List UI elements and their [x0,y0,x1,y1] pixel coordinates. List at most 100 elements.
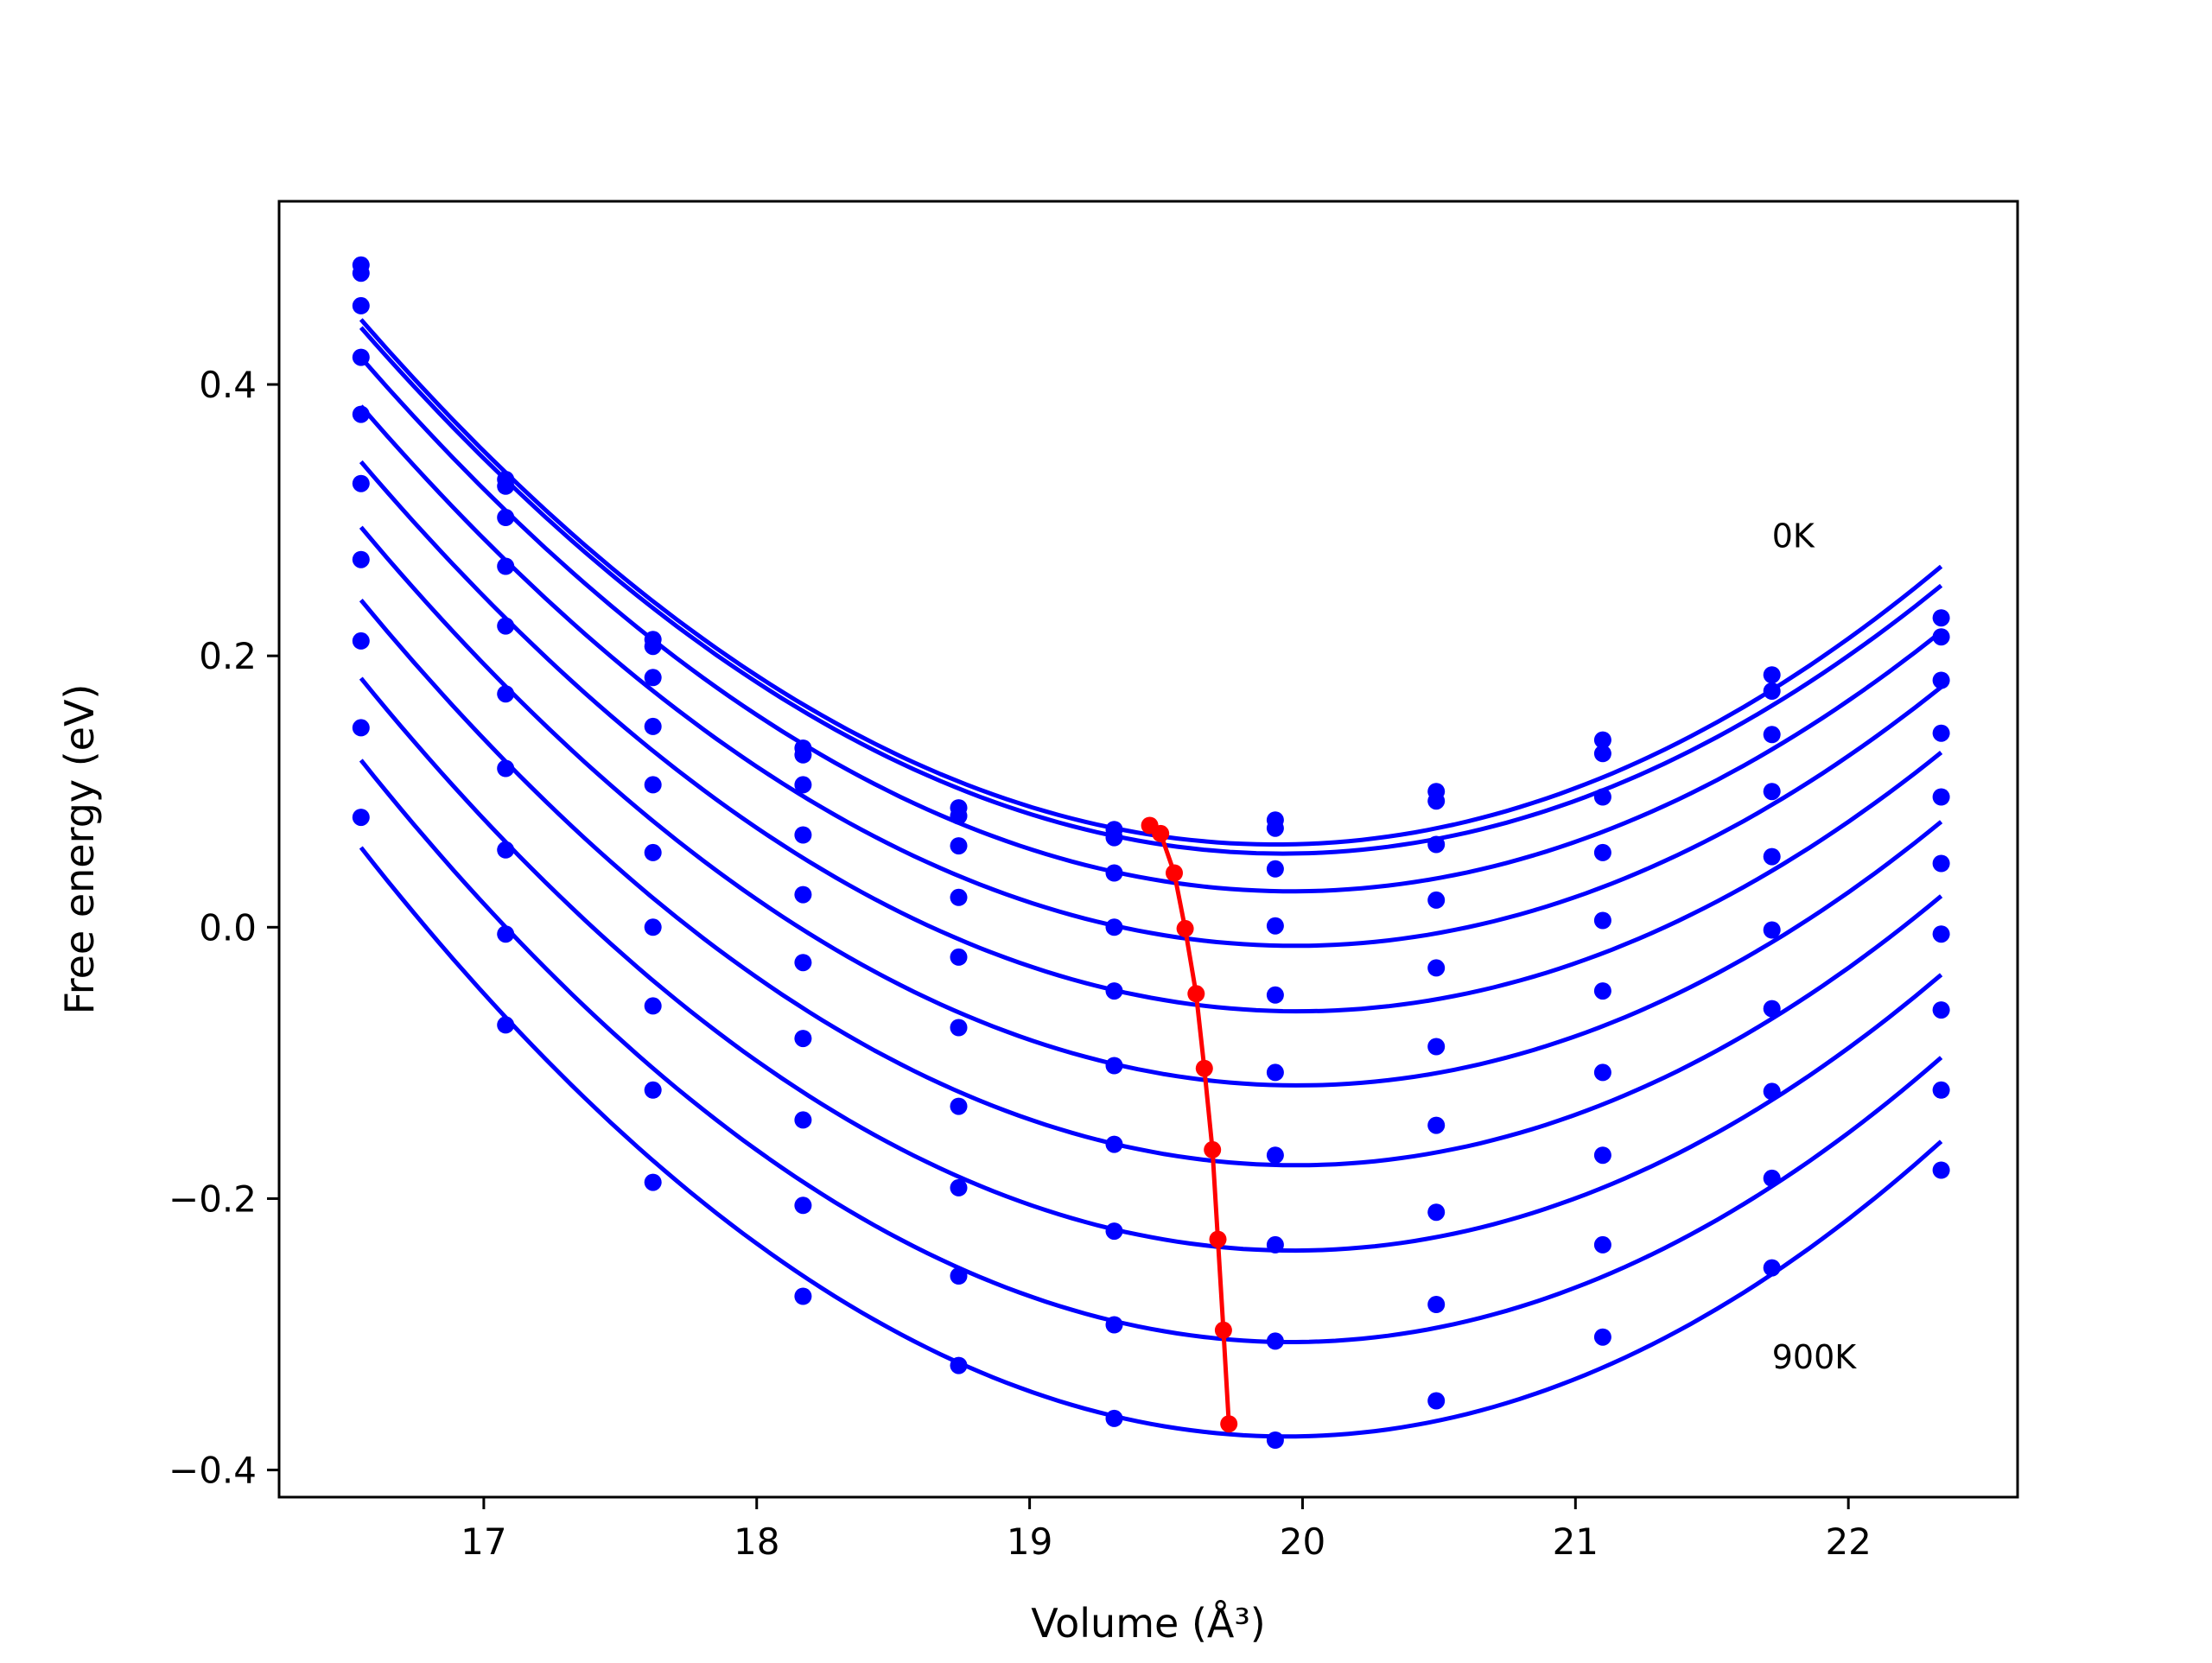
minimum-path-line [1148,823,1231,1425]
minimum-point-7 [1204,1140,1222,1158]
y-axis-label: Free energy (eV) [56,684,103,1015]
data-point-s2-6 [1105,828,1123,847]
x-axis-ticks: 17 18 19 20 21 22 [461,1497,1872,1563]
x-tick-label-21: 21 [1553,1520,1599,1563]
data-point-s2-10 [1763,682,1781,700]
minimum-point-6 [1195,1059,1213,1077]
data-point-s4-3 [644,717,662,735]
data-point-s2-11 [1932,628,1950,646]
minimum-point-8 [1209,1230,1227,1248]
fit-curves-layer [359,318,1943,1439]
fit-curve-7 [359,599,1943,1168]
data-point-s6-9 [1593,982,1611,1000]
data-point-s6-1 [352,474,370,492]
data-point-s4-11 [1932,724,1950,742]
data-point-s5-9 [1593,911,1611,930]
data-point-s5-4 [794,885,812,904]
data-point-s5-8 [1427,959,1446,977]
data-point-s7-3 [644,918,662,936]
data-point-s10-3 [644,1173,662,1191]
data-point-s7-4 [794,1030,812,1048]
data-point-s3-3 [644,669,662,687]
data-point-s10-5 [950,1356,968,1374]
data-point-s8-5 [950,1178,968,1196]
data-point-s5-11 [1932,788,1950,806]
fit-curve-5 [359,460,1943,1014]
data-point-s9-5 [950,1267,968,1285]
data-point-s5-7 [1266,986,1284,1004]
data-point-s7-10 [1763,1000,1781,1018]
annotation-2: 900K [1772,1338,1858,1376]
data-point-s10-11 [1932,1161,1950,1179]
x-tick-label-20: 20 [1280,1520,1325,1563]
plot-frame [277,200,2019,1499]
data-point-s7-2 [497,759,515,778]
data-point-s7-11 [1932,925,1950,943]
data-point-s1-11 [1932,609,1950,627]
data-point-s8-8 [1427,1203,1446,1222]
data-point-s7-9 [1593,1063,1611,1082]
data-point-s2-8 [1427,792,1446,810]
data-point-s9-9 [1593,1235,1611,1254]
minimum-path-layer [1141,816,1238,1433]
fit-curve-1 [359,318,1943,847]
data-point-s7-6 [1105,1135,1123,1153]
fit-curve-2 [359,326,1943,856]
y-tick-label-0: 0.4 [199,364,257,406]
data-point-s3-7 [1266,860,1284,878]
data-point-s4-4 [794,826,812,844]
data-point-s2-1 [352,264,370,282]
data-point-s5-5 [950,948,968,966]
fit-curve-4 [359,404,1943,949]
minimum-point-9 [1214,1321,1232,1339]
annotation-1: 0K [1772,517,1815,555]
data-point-s10-7 [1266,1431,1284,1449]
data-point-s4-9 [1593,843,1611,861]
data-point-s5-3 [644,776,662,794]
minimum-point-3 [1166,864,1183,882]
data-point-s3-11 [1932,671,1950,689]
data-point-s8-11 [1932,1001,1950,1019]
minimum-point-10 [1220,1415,1238,1433]
data-point-s4-10 [1763,783,1781,801]
data-point-s10-4 [794,1287,812,1305]
x-axis-label: Volume (Å³) [1031,1600,1266,1647]
data-point-s3-6 [1105,864,1123,882]
x-tick-label-18: 18 [734,1520,779,1563]
data-point-s5-2 [497,617,515,635]
data-point-s9-4 [794,1196,812,1215]
data-point-s8-2 [497,841,515,859]
data-point-s7-1 [352,550,370,568]
x-tick-label-17: 17 [461,1520,506,1563]
data-point-s4-6 [1105,918,1123,936]
data-point-s9-1 [352,719,370,737]
data-point-s5-6 [1105,982,1123,1000]
data-point-s10-8 [1427,1392,1446,1410]
data-point-s2-4 [794,746,812,764]
data-point-s5-1 [352,405,370,423]
data-point-s4-8 [1427,891,1446,909]
y-tick-label-4: −0.4 [168,1450,257,1492]
data-point-s3-5 [950,837,968,855]
data-point-s8-4 [794,1111,812,1129]
data-point-s10-2 [497,1016,515,1034]
data-point-s8-9 [1593,1146,1611,1165]
data-point-s8-6 [1105,1222,1123,1241]
minimum-point-2 [1152,824,1170,842]
data-point-s2-9 [1593,745,1611,763]
data-point-s3-4 [794,776,812,794]
data-point-s10-1 [352,809,370,827]
fit-curve-9 [359,759,1943,1344]
data-point-s6-2 [497,685,515,703]
y-tick-label-3: −0.2 [168,1177,257,1220]
data-point-s2-2 [497,477,515,495]
data-point-s4-1 [352,348,370,366]
x-tick-label-19: 19 [1007,1520,1052,1563]
data-point-s6-5 [950,1019,968,1037]
data-point-s10-9 [1593,1328,1611,1346]
minimum-point-5 [1187,985,1205,1003]
data-point-s9-6 [1105,1316,1123,1334]
minimum-point-4 [1176,919,1194,937]
data-point-s6-6 [1105,1057,1123,1075]
